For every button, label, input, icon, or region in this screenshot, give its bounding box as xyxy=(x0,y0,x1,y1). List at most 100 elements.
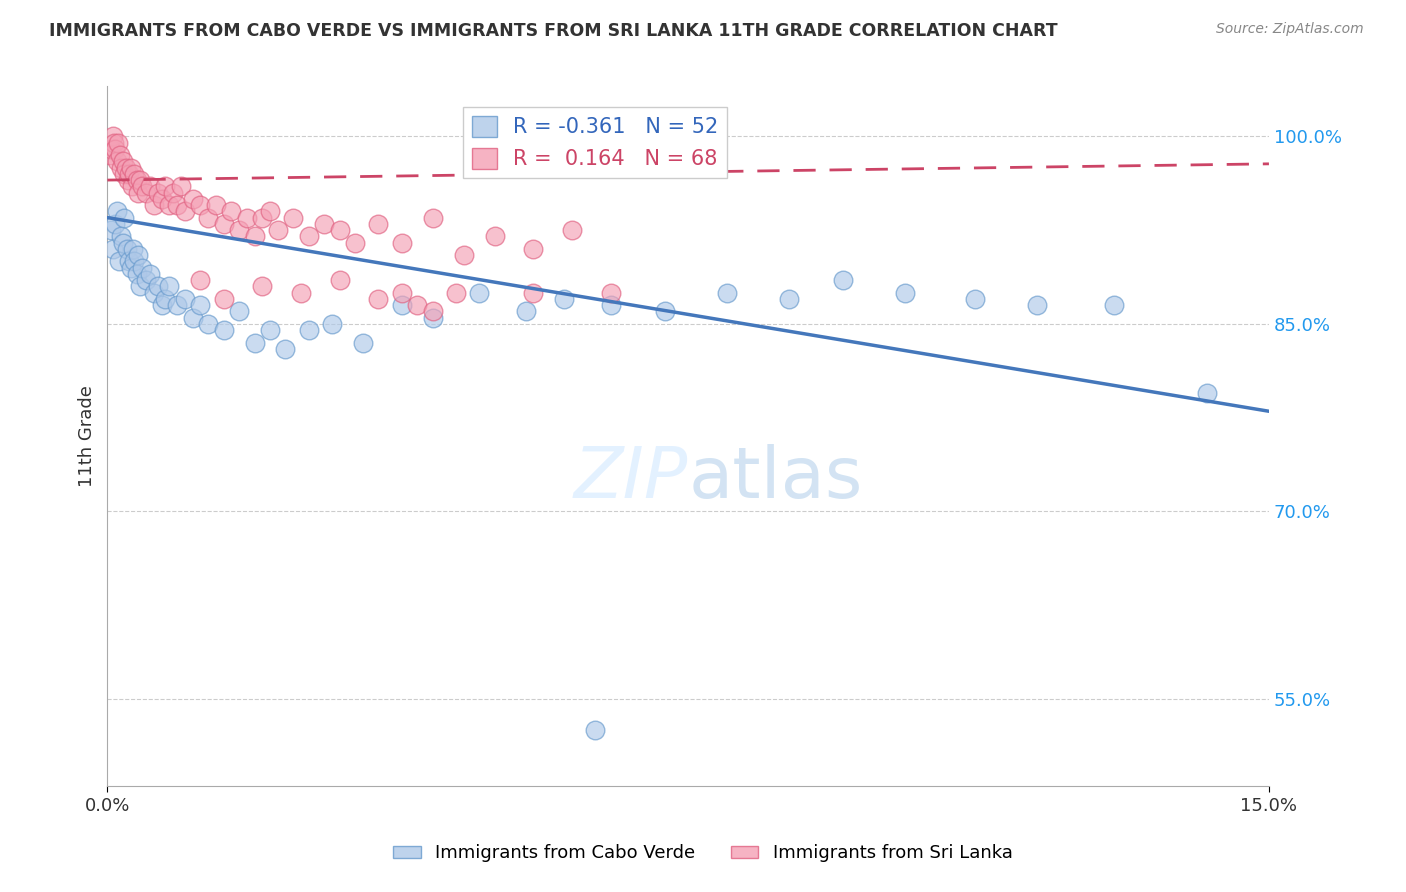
Point xyxy=(173,292,195,306)
Point xyxy=(98,148,121,162)
Point xyxy=(131,260,153,275)
Point xyxy=(115,242,138,256)
Point xyxy=(118,167,141,181)
Point xyxy=(155,292,177,306)
Point xyxy=(120,260,142,275)
Point xyxy=(422,304,444,318)
Point xyxy=(228,304,250,318)
Point xyxy=(344,235,367,250)
Point xyxy=(112,167,135,181)
Point xyxy=(157,198,180,212)
Point xyxy=(963,292,986,306)
Text: IMMIGRANTS FROM CABO VERDE VS IMMIGRANTS FROM SRI LANKA 11TH GRADE CORRELATION C: IMMIGRANTS FROM CABO VERDE VS IMMIGRANTS… xyxy=(49,22,1057,40)
Point xyxy=(212,323,235,337)
Point xyxy=(188,273,211,287)
Point xyxy=(329,273,352,287)
Point xyxy=(778,292,800,306)
Point xyxy=(522,242,544,256)
Text: Source: ZipAtlas.com: Source: ZipAtlas.com xyxy=(1216,22,1364,37)
Point xyxy=(124,254,146,268)
Point xyxy=(135,186,157,200)
Point xyxy=(157,279,180,293)
Point xyxy=(155,179,177,194)
Point xyxy=(135,273,157,287)
Point xyxy=(105,154,128,169)
Point xyxy=(101,242,124,256)
Point xyxy=(146,279,169,293)
Point xyxy=(321,317,343,331)
Point xyxy=(236,211,259,225)
Point xyxy=(146,186,169,200)
Point xyxy=(894,285,917,300)
Point xyxy=(329,223,352,237)
Point xyxy=(561,223,583,237)
Point xyxy=(484,229,506,244)
Point xyxy=(252,279,274,293)
Point xyxy=(290,285,312,300)
Point xyxy=(108,254,131,268)
Point xyxy=(298,229,321,244)
Point xyxy=(103,136,125,150)
Point xyxy=(468,285,491,300)
Point xyxy=(267,223,290,237)
Point xyxy=(118,254,141,268)
Point xyxy=(259,204,281,219)
Point xyxy=(197,317,219,331)
Point xyxy=(599,298,621,312)
Point xyxy=(122,242,145,256)
Point xyxy=(129,173,152,187)
Point xyxy=(832,273,855,287)
Point xyxy=(150,192,173,206)
Point xyxy=(108,148,131,162)
Point xyxy=(125,267,148,281)
Point xyxy=(110,161,132,175)
Point xyxy=(422,310,444,325)
Point xyxy=(367,217,389,231)
Point xyxy=(121,179,143,194)
Point xyxy=(131,179,153,194)
Point xyxy=(173,204,195,219)
Point xyxy=(181,192,204,206)
Point xyxy=(162,186,184,200)
Point xyxy=(352,335,374,350)
Point xyxy=(314,217,336,231)
Point xyxy=(111,235,134,250)
Point xyxy=(391,235,413,250)
Point xyxy=(243,335,266,350)
Point xyxy=(166,198,188,212)
Point xyxy=(142,198,165,212)
Point xyxy=(139,179,162,194)
Point xyxy=(599,285,621,300)
Point xyxy=(716,285,738,300)
Legend: Immigrants from Cabo Verde, Immigrants from Sri Lanka: Immigrants from Cabo Verde, Immigrants f… xyxy=(387,838,1019,870)
Point xyxy=(1102,298,1125,312)
Point xyxy=(170,179,193,194)
Point xyxy=(110,229,132,244)
Point xyxy=(181,310,204,325)
Point xyxy=(654,304,676,318)
Point xyxy=(166,298,188,312)
Point xyxy=(139,267,162,281)
Point xyxy=(124,167,146,181)
Point xyxy=(367,292,389,306)
Point xyxy=(150,298,173,312)
Point xyxy=(219,204,242,219)
Point xyxy=(100,223,122,237)
Point xyxy=(391,298,413,312)
Point xyxy=(107,136,129,150)
Point xyxy=(583,723,606,737)
Point xyxy=(252,211,274,225)
Point xyxy=(298,323,321,337)
Point xyxy=(444,285,467,300)
Point xyxy=(188,298,211,312)
Point xyxy=(243,229,266,244)
Point xyxy=(197,211,219,225)
Point xyxy=(100,142,122,156)
Point xyxy=(212,217,235,231)
Y-axis label: 11th Grade: 11th Grade xyxy=(79,385,96,487)
Point xyxy=(522,285,544,300)
Point xyxy=(274,342,297,356)
Point xyxy=(127,248,149,262)
Point xyxy=(515,304,537,318)
Point xyxy=(127,186,149,200)
